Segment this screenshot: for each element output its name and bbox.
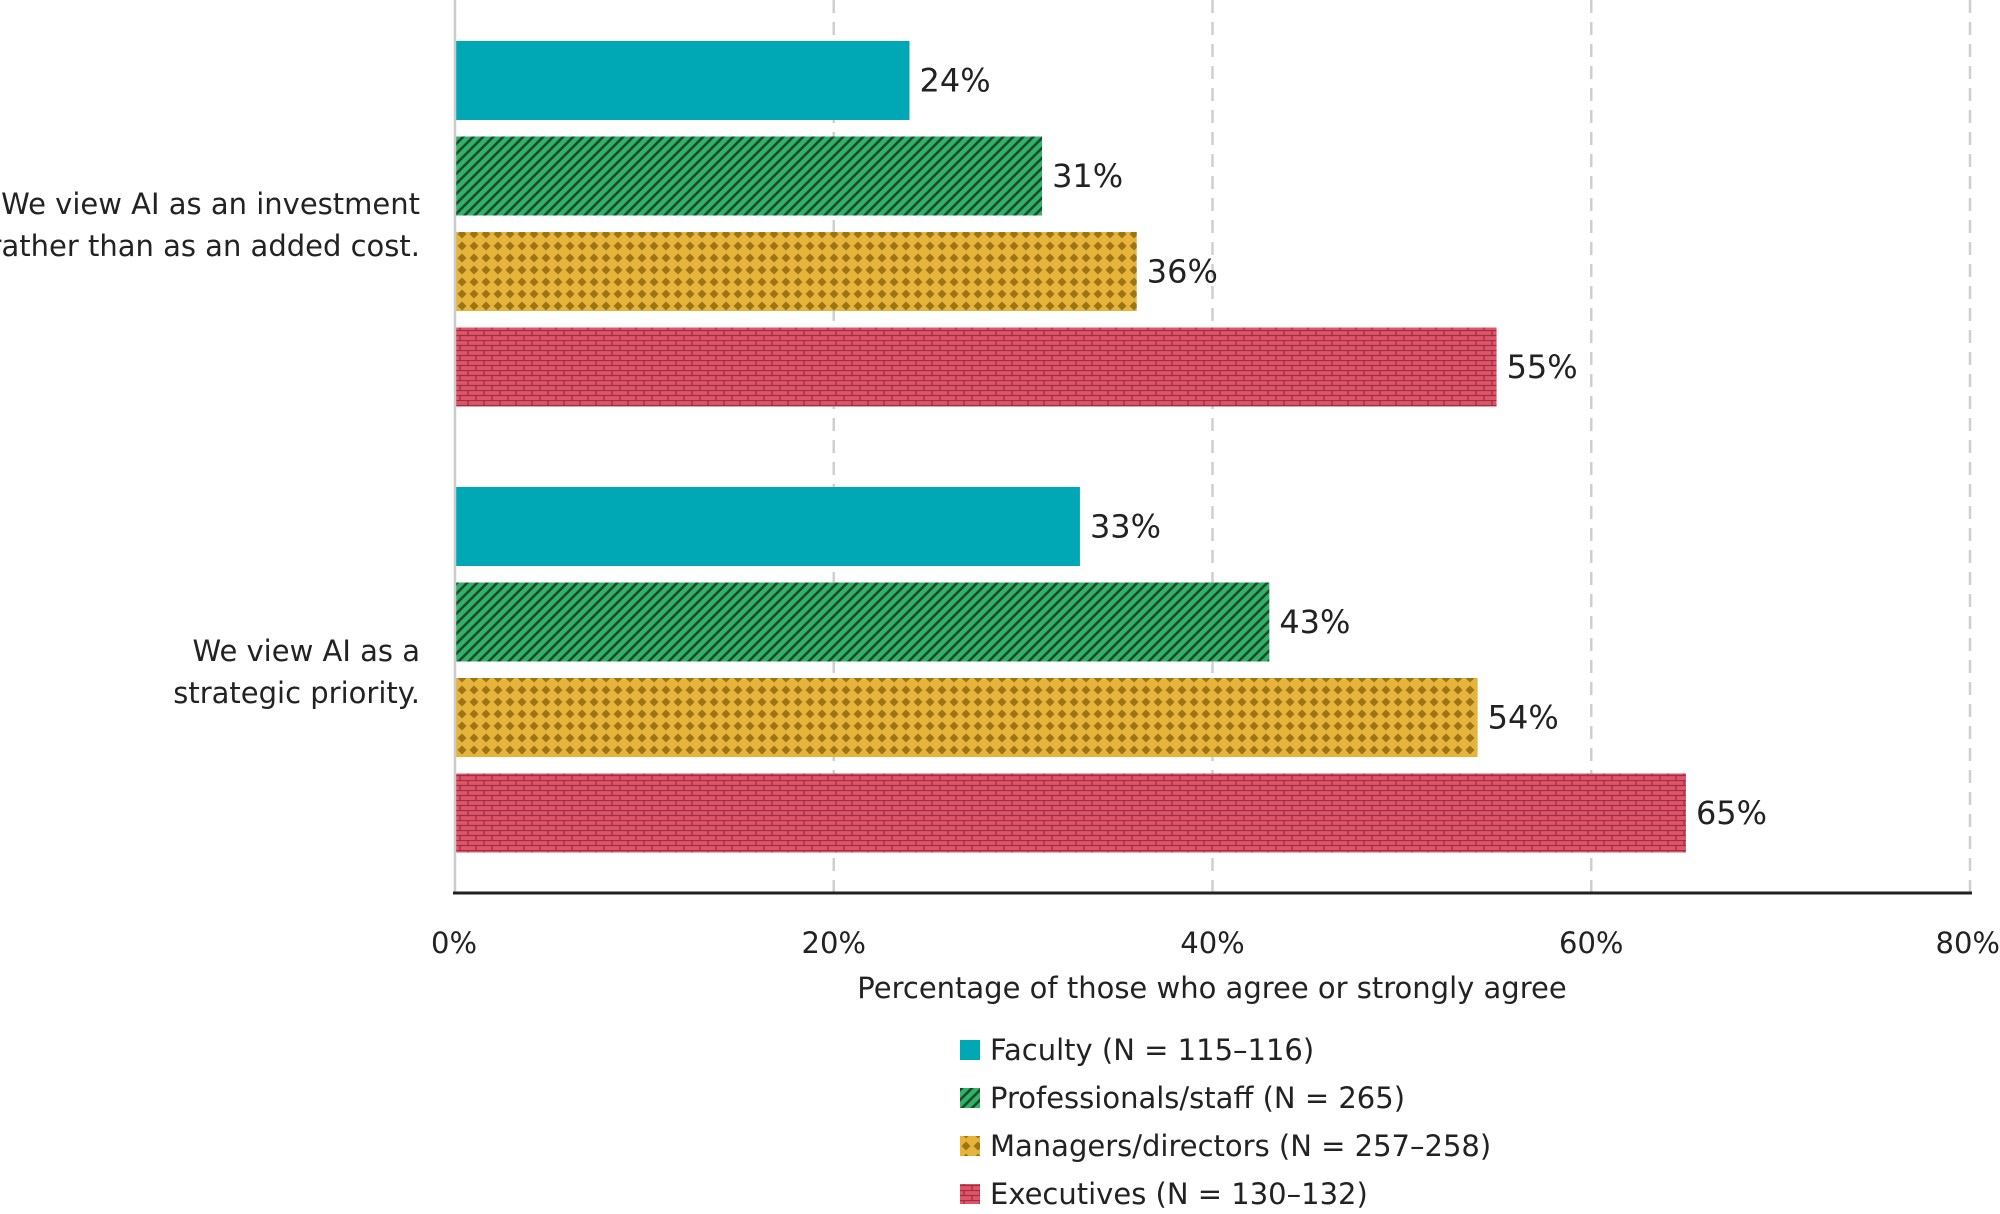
data-label-1-2: 33% bbox=[1090, 508, 1161, 546]
bar-3-1 bbox=[455, 232, 1137, 311]
legend-label-1: Faculty (N = 115–116) bbox=[990, 1033, 1314, 1067]
data-label-3-2: 54% bbox=[1488, 699, 1559, 737]
bar-2-1 bbox=[455, 136, 1043, 216]
legend: Faculty (N = 115–116) Professionals/staff… bbox=[960, 1033, 1491, 1211]
gridlines bbox=[832, 0, 1972, 893]
data-label-2-1: 31% bbox=[1052, 157, 1123, 195]
legend-swatch-3 bbox=[960, 1136, 980, 1156]
x-tick-label-40: 40% bbox=[1180, 926, 1244, 960]
data-label-1-1: 24% bbox=[920, 62, 991, 100]
bar-1-2 bbox=[455, 487, 1080, 566]
data-label-4-1: 55% bbox=[1507, 348, 1578, 386]
data-label-3-1: 36% bbox=[1147, 253, 1218, 291]
category-label-2-line-1: We view AI as a bbox=[192, 634, 420, 668]
bars bbox=[455, 41, 1686, 853]
x-tick-label-20: 20% bbox=[802, 926, 866, 960]
data-label-2-2: 43% bbox=[1279, 603, 1350, 641]
bar-4-1 bbox=[455, 327, 1497, 407]
legend-label-3: Managers/directors (N = 257–258) bbox=[990, 1129, 1491, 1163]
bar-2-2 bbox=[455, 582, 1270, 662]
axes bbox=[453, 0, 1972, 895]
bar-3-2 bbox=[455, 678, 1478, 757]
legend-label-2: Professionals/staff (N = 265) bbox=[990, 1081, 1405, 1115]
legend-swatch-4 bbox=[960, 1184, 980, 1204]
data-label-4-2: 65% bbox=[1696, 794, 1767, 832]
legend-swatch-1 bbox=[960, 1040, 980, 1060]
category-label-2-line-2: strategic priority. bbox=[173, 676, 420, 710]
category-label-1-line-1: We view AI as an investment bbox=[1, 187, 420, 221]
x-tick-label-0: 0% bbox=[431, 926, 477, 960]
legend-swatch-2 bbox=[960, 1088, 980, 1108]
category-label-1-line-2: rather than as an added cost. bbox=[0, 229, 420, 263]
labels: 24% 33% 31% 43% 36% 54% 55% 65% 0% 20% 40% 60% 80% Pe… bbox=[0, 62, 2000, 1006]
x-axis-title: Percentage of those who agree or strongl… bbox=[857, 971, 1566, 1005]
x-tick-label-80: 80% bbox=[1936, 926, 2000, 960]
bar-4-2 bbox=[455, 773, 1686, 853]
bar-1-1 bbox=[455, 41, 910, 120]
x-tick-label-60: 60% bbox=[1559, 926, 1623, 960]
legend-label-4: Executives (N = 130–132) bbox=[990, 1177, 1368, 1211]
